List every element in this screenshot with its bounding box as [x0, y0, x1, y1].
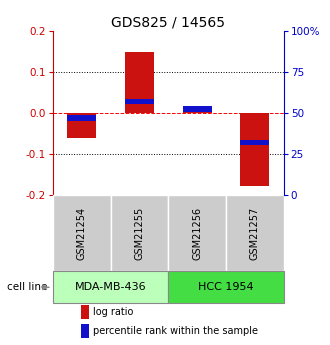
Text: log ratio: log ratio	[93, 307, 134, 317]
Bar	[67, 113, 96, 138]
Text: GSM21257: GSM21257	[250, 207, 260, 260]
Bar	[168, 271, 284, 304]
Bar	[53, 195, 111, 271]
Bar	[125, 99, 154, 105]
Bar	[168, 195, 226, 271]
Text: MDA-MB-436: MDA-MB-436	[75, 282, 147, 292]
Text: GSM21254: GSM21254	[77, 207, 87, 260]
Text: GSM21256: GSM21256	[192, 207, 202, 260]
Bar	[183, 109, 212, 113]
Bar	[81, 305, 88, 319]
Bar	[125, 51, 154, 113]
Bar	[241, 140, 269, 146]
Text: percentile rank within the sample: percentile rank within the sample	[93, 326, 258, 336]
Bar	[111, 195, 168, 271]
Bar	[81, 324, 88, 338]
Bar	[241, 113, 269, 186]
Bar	[67, 115, 96, 121]
Bar	[226, 195, 284, 271]
Text: GSM21255: GSM21255	[134, 207, 145, 260]
Text: cell line: cell line	[7, 282, 47, 292]
Bar	[53, 271, 168, 304]
Bar	[183, 106, 212, 112]
Title: GDS825 / 14565: GDS825 / 14565	[111, 16, 225, 30]
Text: HCC 1954: HCC 1954	[198, 282, 254, 292]
